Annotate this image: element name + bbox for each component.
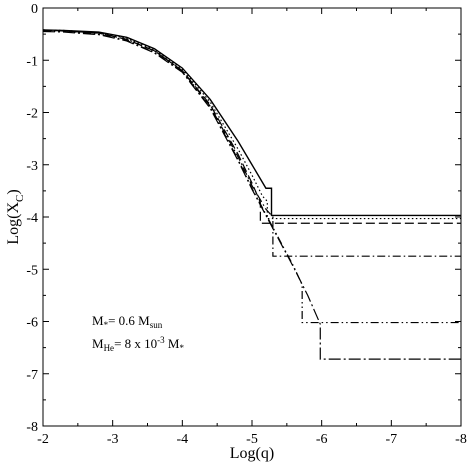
- x-tick-label: -7: [385, 432, 397, 447]
- x-tick-label: -3: [107, 432, 119, 447]
- axis-ticks: -2 -3 -4 -5 -6 -7 -8 0 -1 -2 -3 -4 -5 -6 -7 -8: [26, 2, 467, 447]
- x-tick-label: -8: [455, 432, 467, 447]
- y-tick-label: -1: [26, 54, 38, 69]
- x-tick-label: -6: [316, 432, 328, 447]
- series-line-long-dash-dot: [42, 30, 461, 360]
- x-tick-label: -5: [246, 432, 258, 447]
- y-tick-label: -7: [26, 368, 38, 383]
- y-axis-title: Log(XC): [5, 189, 26, 244]
- plot-frame: [42, 7, 462, 427]
- series-group: [42, 29, 461, 360]
- y-tick-label: 0: [31, 2, 38, 17]
- series-line-solid: [42, 29, 461, 217]
- annotation-stellar-mass: M*= 0.6 Msun: [92, 313, 163, 330]
- y-tick-label: -4: [26, 211, 38, 226]
- annotation-helium-mass: MHe= 8 x 10-3 M*: [92, 335, 184, 353]
- x-tick-label: -2: [37, 432, 49, 447]
- y-tick-label: -2: [26, 107, 38, 122]
- y-tick-label: -5: [26, 263, 38, 278]
- y-tick-label: -6: [26, 316, 38, 331]
- x-tick-label: -4: [176, 432, 188, 447]
- x-axis-title: Log(q): [230, 445, 274, 462]
- series-line-dashed: [42, 29, 461, 224]
- series-line-dash-dot-dot: [42, 30, 461, 324]
- y-tick-label: -8: [26, 420, 38, 435]
- y-tick-label: -3: [26, 159, 38, 174]
- series-line-dash-dot: [42, 29, 461, 257]
